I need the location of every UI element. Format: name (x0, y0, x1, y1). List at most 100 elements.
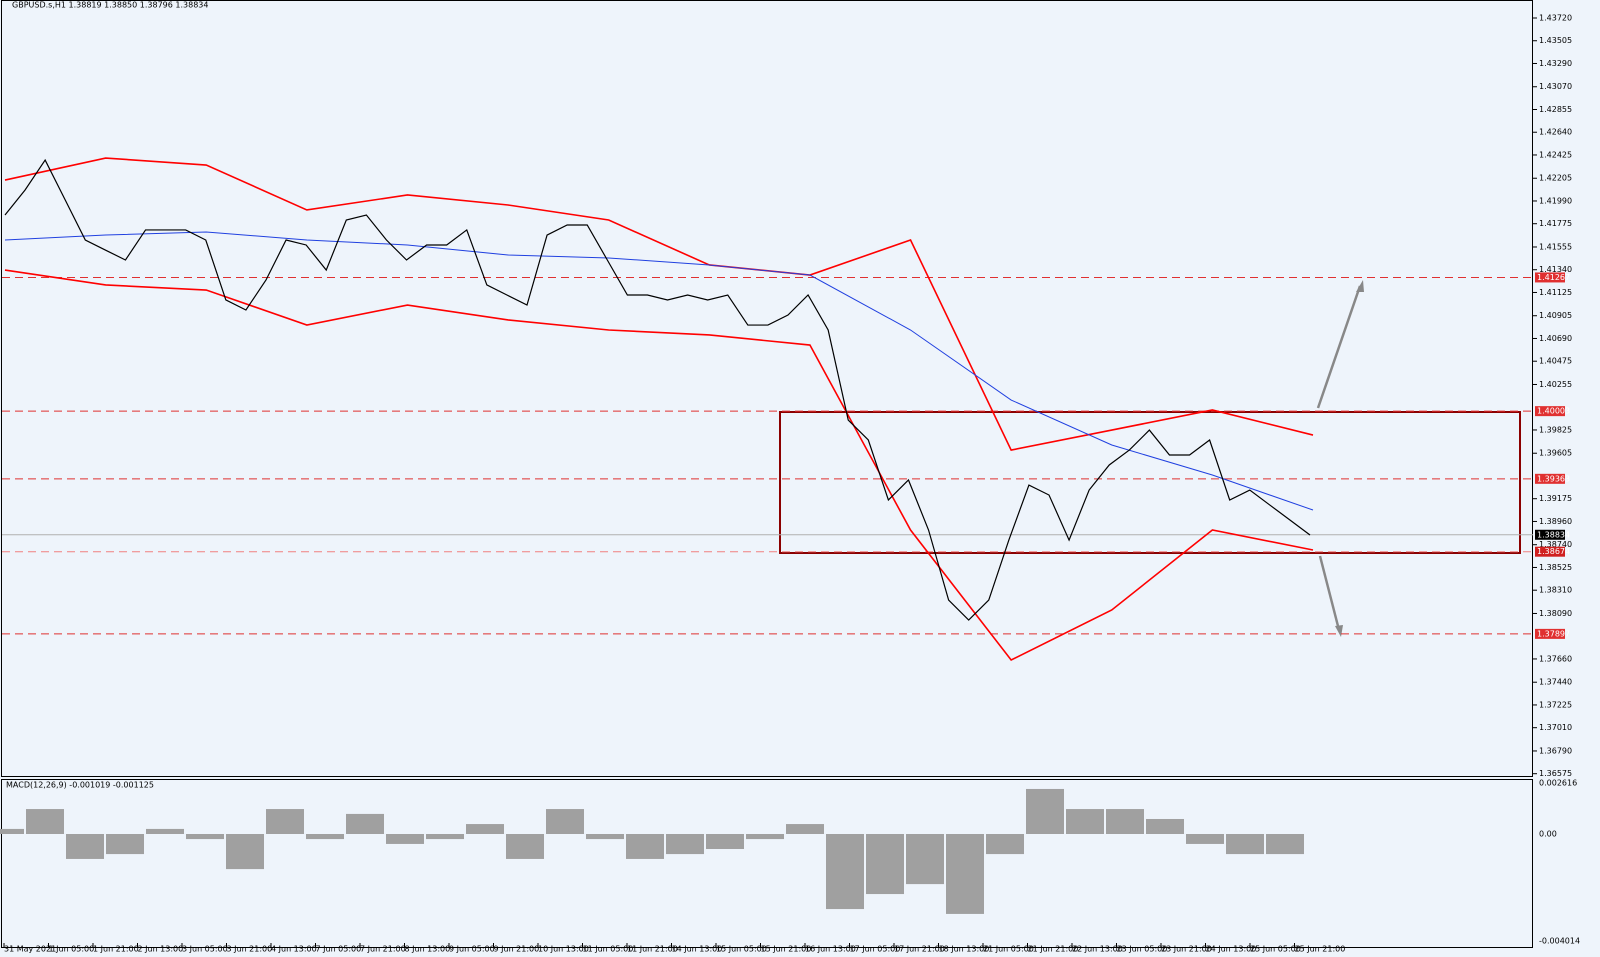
macd-bar (1106, 809, 1144, 834)
price-label: 1.37440 (1539, 678, 1572, 687)
macd-bar (106, 834, 144, 855)
price-label: 1.41990 (1539, 196, 1572, 205)
macd-bar (946, 834, 984, 914)
price-label: 1.38525 (1539, 563, 1572, 572)
time-label: 3 Jun 05:00 (182, 945, 228, 954)
macd-bar (1066, 809, 1104, 834)
price-label: 1.38740 (1539, 540, 1572, 549)
macd-bar (266, 809, 304, 834)
macd-bar (706, 834, 744, 850)
price-label: 1.37225 (1539, 700, 1572, 709)
macd-bar (186, 834, 224, 840)
price-label: 1.42425 (1539, 150, 1572, 159)
time-label: 15 Jun 21:00 (761, 945, 812, 954)
macd-bar (306, 834, 344, 840)
price-label: 1.37660 (1539, 654, 1572, 663)
price-label: 1.41775 (1539, 219, 1572, 228)
time-label: 16 Jun 13:00 (805, 945, 856, 954)
macd-bar (426, 834, 464, 840)
macd-bar (986, 834, 1024, 855)
price-label: 1.41555 (1539, 242, 1572, 251)
price-label: 1.41340 (1539, 265, 1572, 274)
time-label: 15 Jun 05:00 (716, 945, 767, 954)
price-label: 1.42640 (1539, 128, 1572, 137)
time-label: 9 Jun 21:00 (494, 945, 540, 954)
time-label: 3 Jun 21:00 (227, 945, 273, 954)
time-label: 17 Jun 05:00 (850, 945, 901, 954)
macd-bar (546, 809, 584, 834)
macd-bar (666, 834, 704, 855)
time-label: 23 Jun 05:00 (1117, 945, 1168, 954)
time-label: 21 Jun 05:00 (983, 945, 1034, 954)
macd-axis-label: -0.004014 (1539, 937, 1580, 946)
macd-axis-label: 0.002616 (1539, 779, 1577, 788)
level-tag (1535, 272, 1565, 283)
time-label: 1 Jun 05:00 (49, 945, 95, 954)
macd-bar (386, 834, 424, 844)
price-label: 1.40905 (1539, 311, 1572, 320)
time-label: 22 Jun 13:00 (1072, 945, 1123, 954)
level-label: 1.37897 (1537, 629, 1570, 638)
time-label: 21 Jun 21:00 (1028, 945, 1079, 954)
time-label: 14 Jun 13:00 (672, 945, 723, 954)
macd-bar (866, 834, 904, 895)
price-label: 1.39175 (1539, 494, 1572, 503)
price-label: 1.40690 (1539, 334, 1572, 343)
level-tag (1535, 529, 1565, 540)
time-label: 25 Jun 21:00 (1295, 945, 1346, 954)
time-label: 4 Jun 13:00 (271, 945, 317, 954)
level-tag (1535, 628, 1565, 639)
macd-bar (226, 834, 264, 870)
lower-band (4, 269, 1314, 662)
time-label: 23 Jun 21:00 (1161, 945, 1212, 954)
price-label: 1.36575 (1539, 769, 1572, 778)
price-label: 1.42205 (1539, 174, 1572, 183)
time-label: 10 Jun 13:00 (538, 945, 589, 954)
macd-bar (466, 824, 504, 834)
price-label: 1.37010 (1539, 723, 1572, 732)
price-label: 1.39605 (1539, 449, 1572, 458)
time-label: 2 Jun 13:00 (138, 945, 184, 954)
macd-bar (26, 809, 64, 834)
macd-bar (1266, 834, 1304, 855)
macd-bar (346, 813, 384, 834)
time-label: 9 Jun 05:00 (449, 945, 495, 954)
time-label: 24 Jun 13:00 (1206, 945, 1257, 954)
down-arrow (1318, 555, 1341, 631)
level-tag (1535, 473, 1565, 484)
time-label: 7 Jun 21:00 (360, 945, 406, 954)
price-label: 1.38960 (1539, 517, 1572, 526)
macd-bar (586, 834, 624, 840)
macd-bar (1226, 834, 1264, 855)
price-label: 1.41125 (1539, 288, 1572, 297)
up-arrow (1316, 285, 1362, 409)
time-label: 31 May 2021 (4, 945, 56, 954)
close (4, 158, 1311, 621)
price-label: 1.43505 (1539, 36, 1572, 45)
level-label: 1.41267 (1537, 273, 1570, 282)
level-tag (1535, 546, 1565, 557)
level-tag (1535, 406, 1565, 417)
level-label: 1.40003 (1537, 407, 1570, 416)
ma (4, 231, 1314, 511)
macd-frame (1, 779, 1533, 948)
price-label: 1.38090 (1539, 609, 1572, 618)
price-label: 1.42855 (1539, 105, 1572, 114)
time-label: 1 Jun 21:00 (93, 945, 139, 954)
time-label: 7 Jun 05:00 (316, 945, 362, 954)
time-label: 18 Jun 13:00 (939, 945, 990, 954)
time-label: 17 Jun 21:00 (894, 945, 945, 954)
level-label: 1.38834 (1537, 530, 1570, 539)
macd-header: MACD(12,26,9) -0.001019 -0.001125 (6, 781, 154, 790)
price-label: 1.38310 (1539, 586, 1572, 595)
macd-bar (66, 834, 104, 859)
macd-bar (826, 834, 864, 910)
macd-bar (0, 828, 24, 834)
macd-bar (786, 824, 824, 834)
macd-bar (746, 834, 784, 840)
price-label: 1.40475 (1539, 357, 1572, 366)
range-box (779, 411, 1521, 554)
price-label: 1.43290 (1539, 59, 1572, 68)
